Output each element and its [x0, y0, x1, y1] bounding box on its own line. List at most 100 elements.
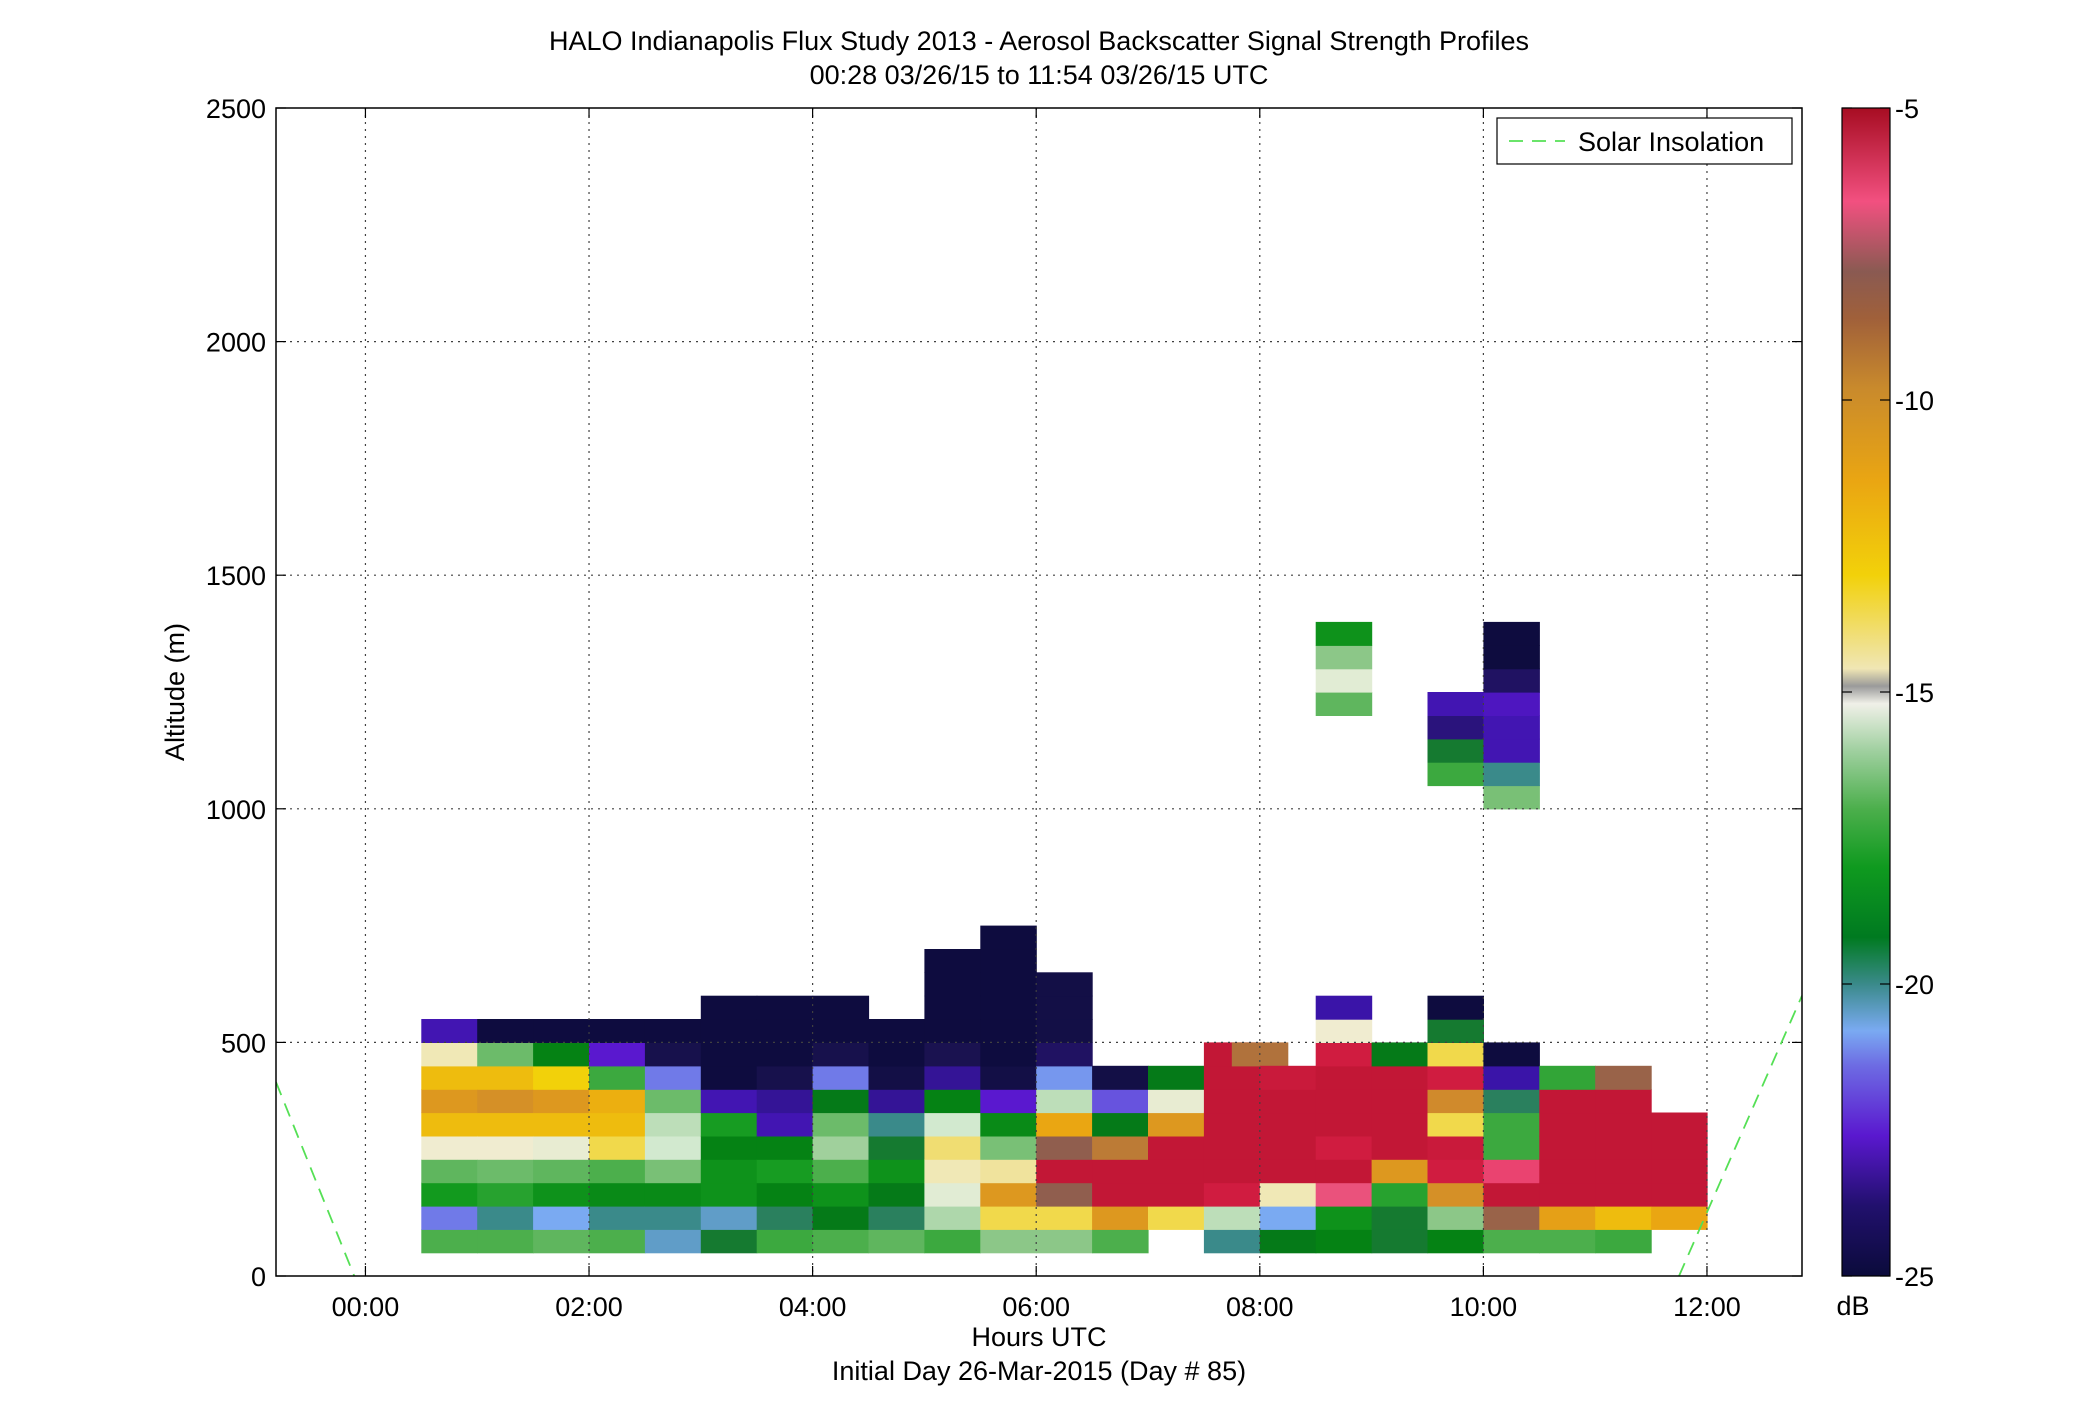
heatmap-cell	[477, 1182, 534, 1207]
heatmap-cell	[644, 1089, 702, 1114]
heatmap-cell	[868, 1112, 925, 1137]
heatmap-cell	[1539, 1135, 1596, 1160]
heatmap-cell	[1315, 1159, 1373, 1184]
heatmap-cell	[812, 1135, 870, 1160]
colorbar-unit: dB	[1836, 1291, 1869, 1321]
heatmap-cell	[1092, 1159, 1149, 1184]
heatmap-cell	[421, 1159, 478, 1184]
heatmap-cell	[1203, 1135, 1261, 1160]
heatmap-cell	[533, 1205, 590, 1230]
heatmap-cell	[1595, 1229, 1652, 1254]
y-tick-label: 1500	[206, 561, 266, 591]
heatmap-cell	[1539, 1112, 1596, 1137]
heatmap-cell	[421, 1135, 478, 1160]
colorbar-tick-label: -20	[1895, 970, 1934, 1000]
heatmap-cell	[980, 1019, 1037, 1043]
heatmap-cell	[1371, 1112, 1429, 1137]
heatmap-cell	[756, 1182, 814, 1207]
heatmap-cell	[1483, 1205, 1540, 1230]
heatmap-cell	[1092, 1112, 1149, 1137]
heatmap-cell	[1427, 1112, 1484, 1137]
heatmap-cell	[533, 1089, 590, 1114]
heatmap-cell	[980, 1229, 1037, 1254]
heatmap-cell	[812, 1065, 870, 1090]
heatmap-cell	[924, 1159, 981, 1184]
y-tick-label: 2500	[206, 94, 266, 124]
heatmap-cell	[644, 1042, 702, 1067]
heatmap-cell	[1483, 1089, 1540, 1114]
heatmap-cell	[1371, 1089, 1429, 1114]
heatmap-cell	[868, 1089, 925, 1114]
heatmap-cell	[756, 1205, 814, 1230]
heatmap-cell	[1651, 1182, 1708, 1207]
heatmap-cell	[756, 1042, 814, 1067]
y-tick-label: 500	[221, 1028, 266, 1058]
colorbar-tick-label: -15	[1895, 678, 1934, 708]
heatmap-cell	[868, 1042, 925, 1067]
heatmap-cell	[644, 1205, 702, 1230]
heatmap-cell	[1315, 995, 1373, 1020]
heatmap-cell	[1092, 1229, 1149, 1254]
heatmap-cell	[980, 1042, 1037, 1067]
y-tick-label: 1000	[206, 795, 266, 825]
heatmap-cell	[1036, 1182, 1093, 1207]
heatmap-cell	[1036, 1112, 1093, 1137]
heatmap-cell	[1315, 1205, 1373, 1230]
heatmap-cell	[1483, 1229, 1540, 1254]
heatmap-cell	[1315, 621, 1373, 646]
heatmap-cell	[1315, 1019, 1373, 1043]
heatmap-cell	[1539, 1065, 1596, 1090]
heatmap-cell	[980, 1182, 1037, 1207]
heatmap-cell	[980, 1205, 1037, 1230]
heatmap-cell	[1315, 1135, 1373, 1160]
heatmap-cell	[533, 1042, 590, 1067]
heatmap-cell	[1651, 1159, 1708, 1184]
chart-subtitle: 00:28 03/26/15 to 11:54 03/26/15 UTC	[810, 60, 1269, 90]
heatmap-cell	[1036, 1089, 1093, 1114]
heatmap-cell	[924, 1089, 981, 1114]
heatmap-cell	[477, 1089, 534, 1114]
heatmap-cell	[477, 1065, 534, 1090]
y-axis-ticks: 0 500 1000 1500 2000 2500	[206, 94, 1802, 1292]
heatmap-cell	[421, 1182, 478, 1207]
heatmap-cell	[756, 1112, 814, 1137]
heatmap-cell	[477, 1135, 534, 1160]
heatmap-cell	[1036, 972, 1093, 997]
heatmap-cell	[1483, 738, 1540, 763]
heatmap-cell	[644, 1135, 702, 1160]
heatmap-cell	[812, 1042, 870, 1067]
heatmap-cell	[1371, 1229, 1429, 1254]
heatmap-cell	[1539, 1205, 1596, 1230]
heatmap-cell	[589, 1019, 646, 1043]
heatmap-cell	[1483, 1159, 1540, 1184]
heatmap-cell	[700, 1182, 758, 1207]
heatmap-cell	[1539, 1159, 1596, 1184]
heatmap-cell	[1203, 1065, 1261, 1090]
heatmap-cell	[700, 1229, 758, 1254]
heatmap-cell	[1092, 1205, 1149, 1230]
heatmap-cell	[1092, 1182, 1149, 1207]
heatmap-cell	[1315, 645, 1373, 670]
heatmap-cell	[1371, 1042, 1429, 1067]
heatmap-cell	[1483, 1135, 1540, 1160]
heatmap-cell	[1427, 1159, 1484, 1184]
heatmap-cell	[1595, 1135, 1652, 1160]
heatmap-cell	[1427, 738, 1484, 763]
heatmap-cell	[421, 1229, 478, 1254]
heatmap-cell	[644, 1019, 702, 1043]
heatmap-cell	[589, 1182, 646, 1207]
heatmap-cell	[533, 1019, 590, 1043]
heatmap-cell	[812, 1205, 870, 1230]
heatmap-cell	[1483, 762, 1540, 787]
heatmap-cell	[812, 1112, 870, 1137]
heatmap-cell	[1259, 1112, 1317, 1137]
heatmap-cell	[1483, 621, 1540, 646]
colorbar-ticks: -5 -10 -15 -20 -25	[1842, 94, 1934, 1292]
heatmap-cell	[421, 1042, 478, 1067]
heatmap-cell	[1539, 1182, 1596, 1207]
heatmap-cell	[1371, 1135, 1429, 1160]
heatmap-cell	[589, 1229, 646, 1254]
heatmap-cell	[924, 1229, 981, 1254]
heatmap-cell	[1595, 1205, 1652, 1230]
